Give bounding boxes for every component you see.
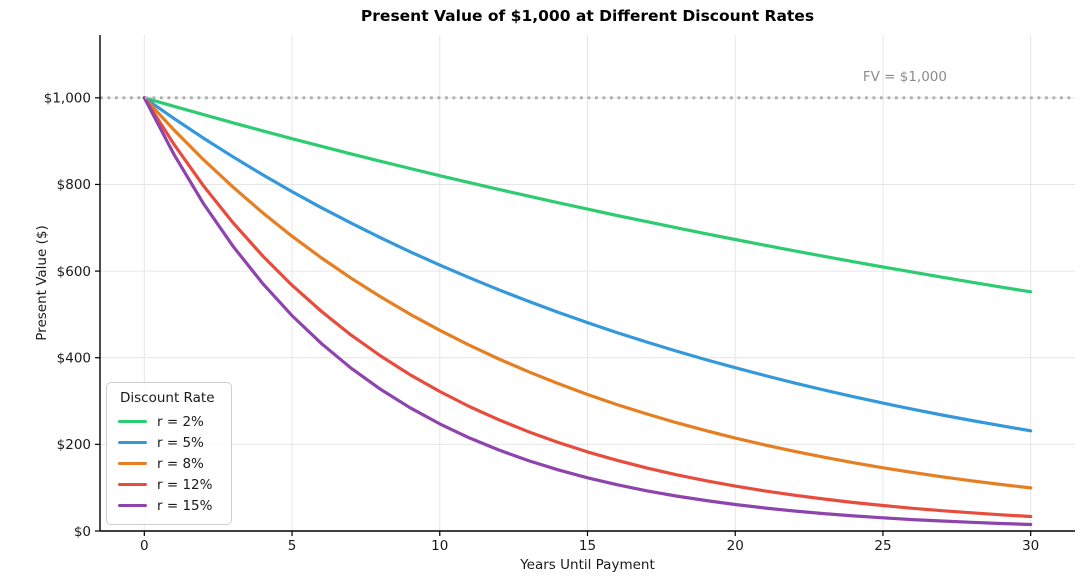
y-tick-label: $600 (57, 264, 91, 280)
legend-swatch-line (118, 482, 147, 487)
legend-entry: r = 2% (118, 411, 215, 432)
legend-entry: r = 5% (118, 432, 215, 453)
y-tick-label: $400 (57, 351, 91, 367)
legend-entry-label: r = 12% (157, 476, 213, 493)
series-line-r-15 (142, 96, 1033, 527)
series-line-r-5 (142, 96, 1033, 433)
legend-entries: r = 2% r = 5% r = 8% r = 12% r = 15% (118, 411, 215, 516)
series-line-r-2 (142, 96, 1033, 294)
legend-entry-label: r = 5% (157, 434, 204, 451)
chart-title: Present Value of $1,000 at Different Dis… (360, 7, 815, 25)
legend-swatch-line (118, 440, 147, 445)
x-tick-label: 30 (1022, 538, 1039, 554)
y-tick-label: $200 (57, 437, 91, 453)
y-axis-label: Present Value ($) (34, 225, 50, 341)
legend-entry-label: r = 2% (157, 413, 204, 430)
y-tick-label: $1,000 (44, 91, 91, 107)
x-tick-label: 15 (579, 538, 596, 554)
legend: Discount Rate r = 2% r = 5% r = 8% r = 12% r… (106, 382, 232, 525)
y-tick-label: $800 (57, 177, 91, 193)
legend-entry-label: r = 15% (157, 497, 213, 514)
series-line-r-12 (142, 96, 1033, 519)
y-tick-label: $0 (74, 524, 91, 540)
x-tick-label: 5 (288, 538, 297, 554)
legend-entry: r = 15% (118, 495, 215, 516)
legend-title: Discount Rate (120, 390, 215, 406)
legend-entry: r = 12% (118, 474, 215, 495)
x-axis-label: Years Until Payment (520, 557, 655, 573)
series-line-r-8 (142, 96, 1033, 490)
x-tick-label: 0 (140, 538, 149, 554)
legend-swatch-line (118, 419, 147, 424)
legend-entry: r = 8% (118, 453, 215, 474)
legend-swatch-line (118, 503, 147, 508)
x-tick-label: 25 (874, 538, 891, 554)
legend-entry-label: r = 8% (157, 455, 204, 472)
x-tick-label: 20 (727, 538, 744, 554)
legend-swatch-line (118, 461, 147, 466)
x-tick-label: 10 (431, 538, 448, 554)
fv-annotation-label: FV = $1,000 (862, 69, 947, 85)
